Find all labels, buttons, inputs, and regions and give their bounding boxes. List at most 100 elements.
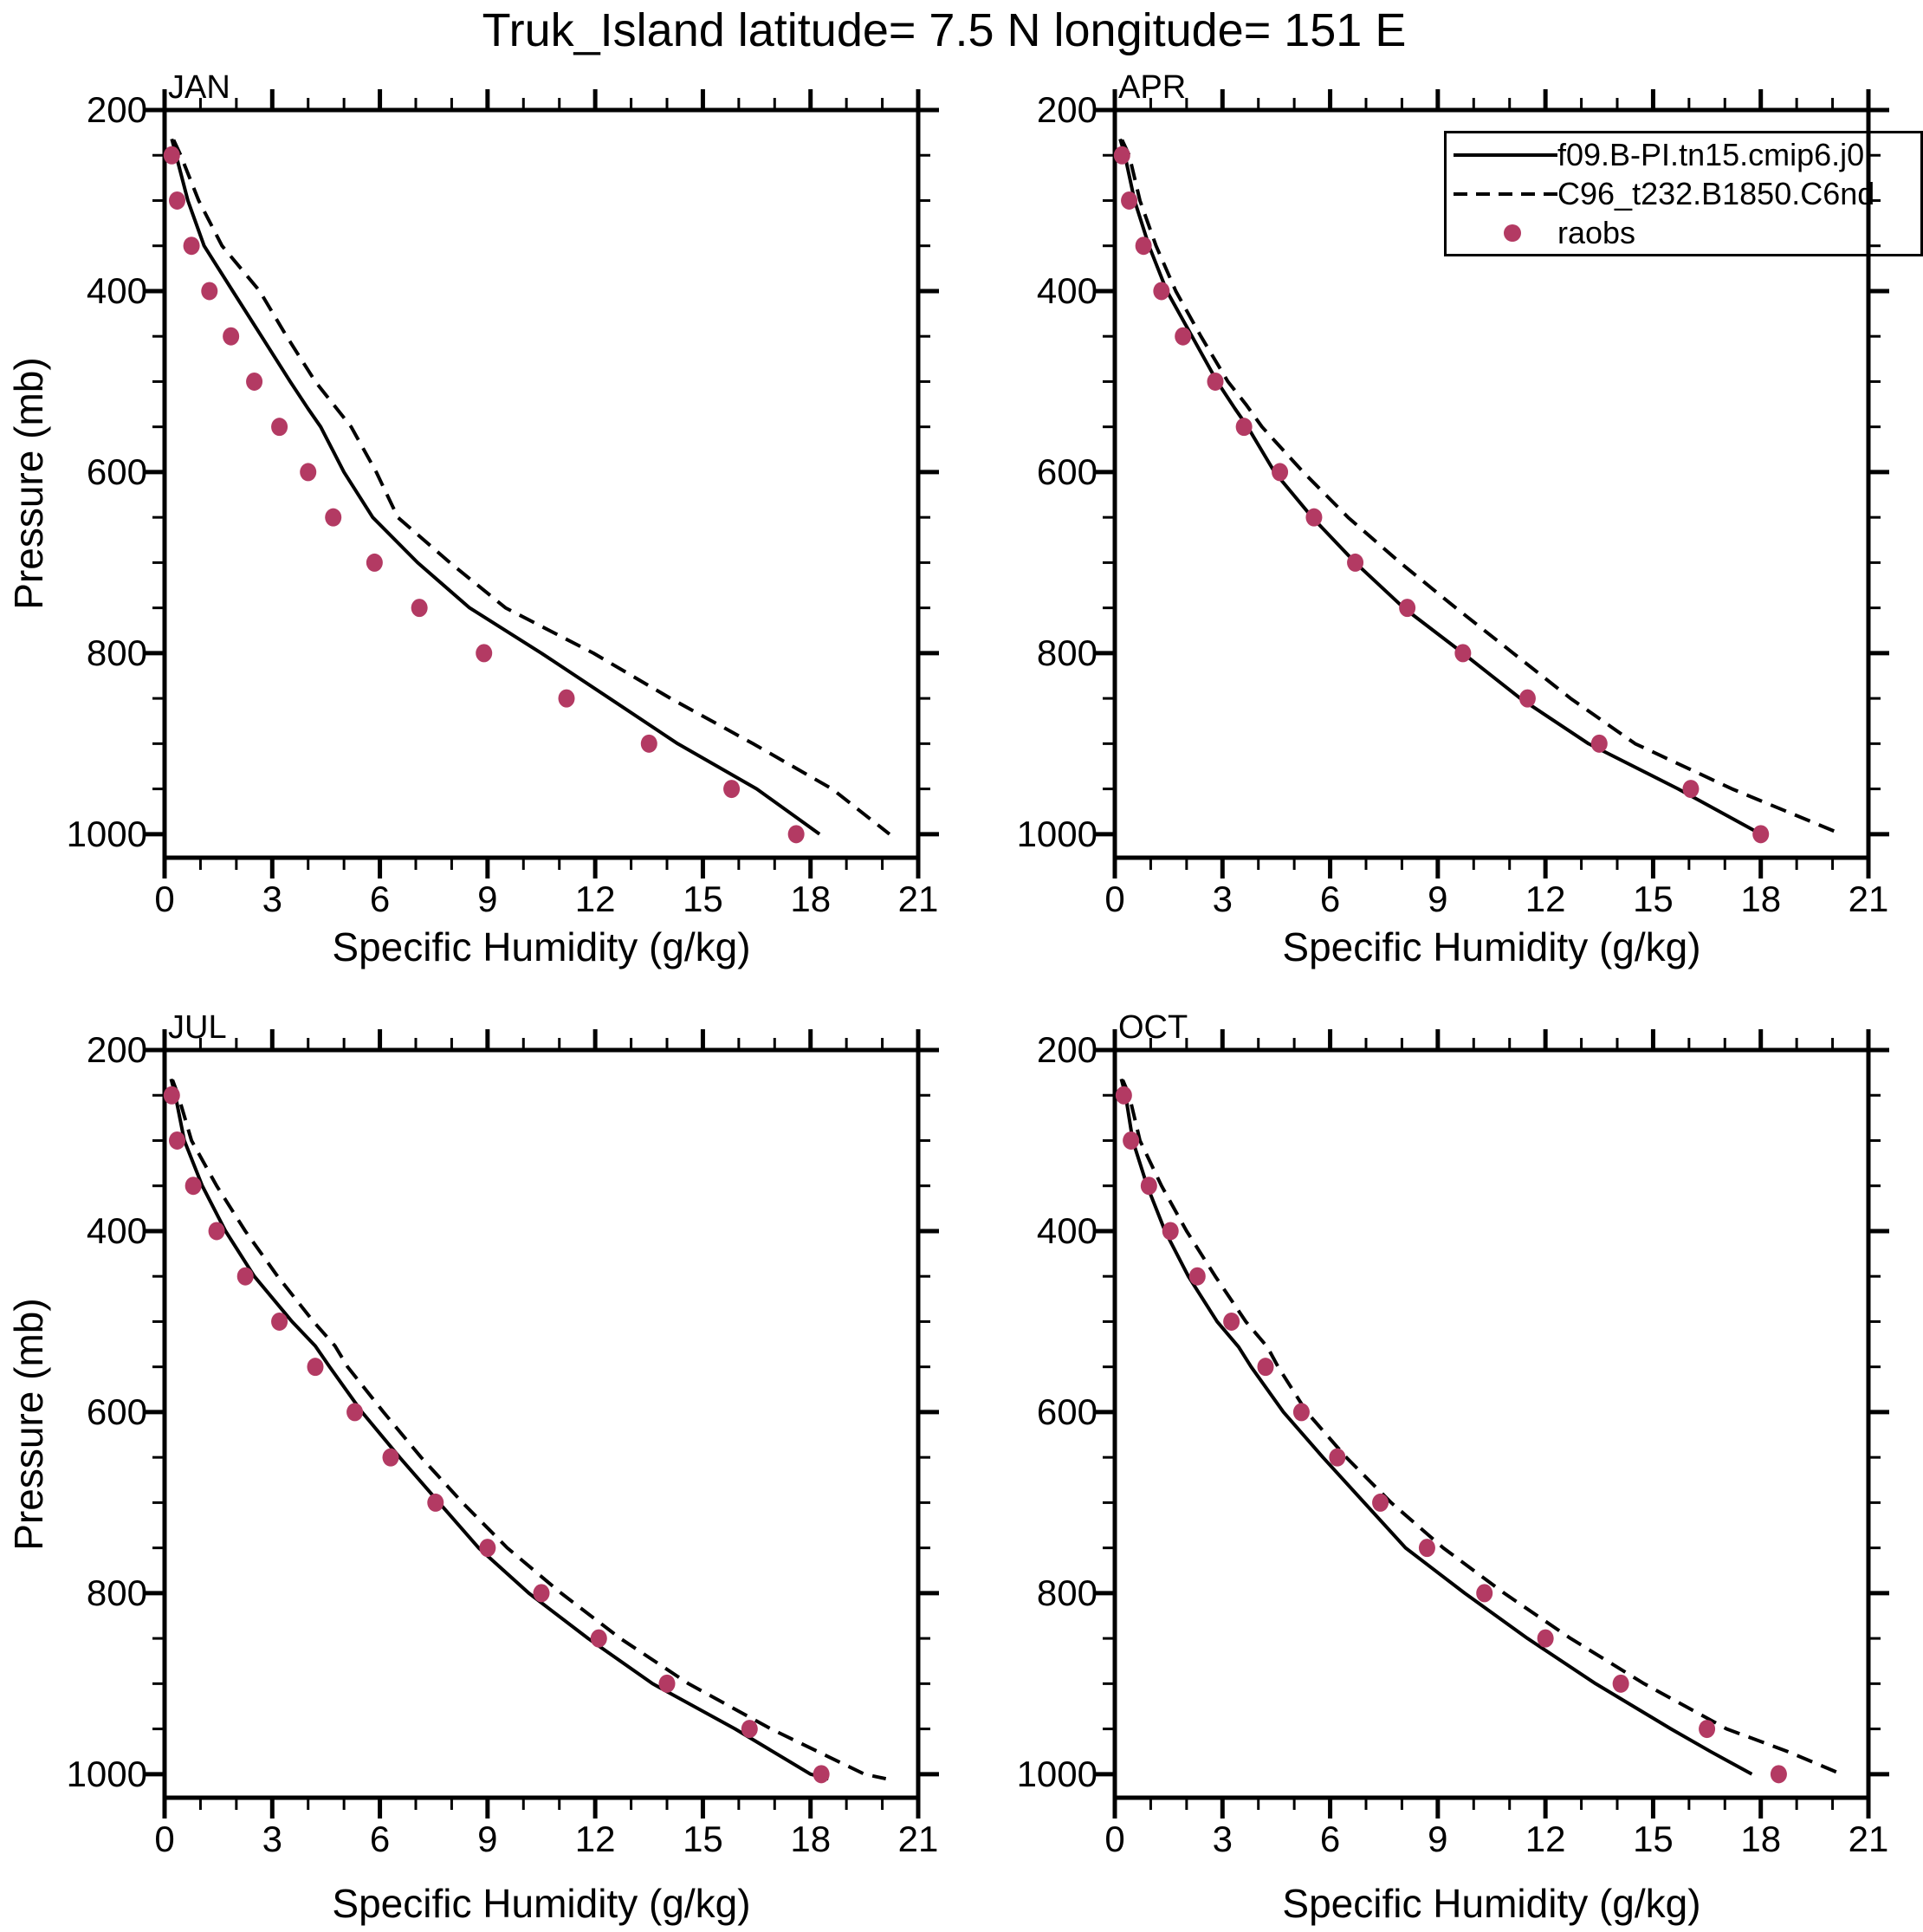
x-tick-label: 12	[575, 1819, 616, 1859]
x-tick-label: 18	[790, 1819, 831, 1859]
y-tick-label: 1000	[1017, 814, 1097, 854]
y-axis-title-bottom-row: Pressure (mb)	[6, 1298, 51, 1551]
x-tick-label: 18	[1740, 878, 1781, 919]
raobs-dot	[1372, 1493, 1389, 1512]
x-tick-label: 9	[1428, 1819, 1447, 1859]
raobs-dot	[1305, 508, 1323, 527]
raobs-dot	[1770, 1765, 1787, 1784]
apr-raobs-dots	[1113, 146, 1770, 844]
raobs-dot	[1699, 1720, 1716, 1739]
x-tick-label: 3	[1213, 878, 1233, 919]
raobs-dot	[183, 237, 200, 256]
raobs-dot	[1115, 1086, 1132, 1105]
raobs-dot	[366, 553, 383, 572]
raobs-dot	[640, 734, 657, 753]
x-tick-label: 21	[898, 878, 939, 919]
panel-title-oct: OCT	[1118, 1009, 1188, 1046]
plot-frame	[162, 1047, 921, 1800]
x-tick-label: 0	[1104, 878, 1124, 919]
plot-frame	[162, 107, 921, 860]
raobs-dot	[1612, 1674, 1629, 1693]
dashed-line-sample-icon	[1454, 191, 1557, 196]
plot-frame	[1112, 1047, 1871, 1800]
raobs-dot	[169, 191, 185, 210]
x-tick-label: 0	[154, 1819, 174, 1859]
x-tick-label: 18	[1740, 1819, 1781, 1859]
raobs-dot	[1223, 1312, 1240, 1331]
solid-line-sample-icon	[1454, 152, 1557, 157]
raobs-dot	[1175, 327, 1192, 346]
raobs-dot	[533, 1584, 550, 1603]
x-tick-label: 15	[683, 878, 723, 919]
raobs-dot	[223, 327, 240, 346]
x-axis-title-apr: Specific Humidity (g/kg)	[1282, 924, 1701, 969]
raobs-dot	[185, 1177, 202, 1196]
raobs-dot	[169, 1131, 185, 1150]
raobs-dot	[723, 780, 741, 799]
figure-title: Truk_Island latitude= 7.5 N longitude= 1…	[482, 4, 1407, 56]
raobs-dot	[427, 1493, 444, 1512]
x-tick-label: 15	[1633, 878, 1674, 919]
x-tick-label: 9	[477, 1819, 497, 1859]
y-tick-label: 1000	[1017, 1754, 1097, 1794]
panel-oct: 0 3 6 9 12 15 18 21 200 400 600 800 1000 OCT	[1017, 1009, 1889, 1859]
legend-entry-solid: f09.B-PI.tn15.cmip6.j0	[1454, 136, 1920, 174]
raobs-dot	[813, 1765, 830, 1784]
y-ticks	[1094, 1047, 1889, 1777]
y-tick-label: 800	[87, 632, 147, 673]
x-tick-label: 6	[1320, 878, 1340, 919]
plot-frame	[1112, 107, 1871, 860]
y-ticks	[144, 1047, 939, 1777]
y-tick-label: 400	[87, 270, 147, 311]
raobs-dot	[1207, 372, 1224, 391]
panel-jul: 0 3 6 9 12 15 18 21 200 400 600 800 1000 JUL	[67, 1009, 939, 1859]
raobs-dot	[590, 1629, 607, 1648]
jan-solid-line	[170, 138, 821, 836]
x-ticks	[162, 1029, 921, 1819]
raobs-dot	[1257, 1358, 1274, 1377]
x-tick-label: 9	[1428, 878, 1447, 919]
x-tick-label: 6	[1320, 1819, 1340, 1859]
y-tick-label: 600	[87, 1391, 147, 1432]
raobs-dot	[1135, 237, 1152, 256]
raobs-dot	[208, 1222, 225, 1241]
apr-dashed-line	[1120, 139, 1842, 836]
y-tick-label: 600	[1037, 1391, 1097, 1432]
jul-dashed-line	[171, 1079, 887, 1781]
y-tick-label: 1000	[67, 814, 147, 854]
y-tick-label: 400	[1037, 1210, 1097, 1251]
oct-raobs-dots	[1115, 1086, 1787, 1784]
raobs-dot	[163, 1086, 180, 1105]
raobs-dot	[236, 1267, 254, 1286]
x-axis-title-jul: Specific Humidity (g/kg)	[332, 1881, 751, 1926]
raobs-dot	[479, 1539, 496, 1558]
raobs-dot	[1537, 1629, 1554, 1648]
y-tick-label: 600	[1037, 451, 1097, 492]
oct-solid-line	[1119, 1078, 1753, 1776]
raobs-dot	[1399, 599, 1416, 618]
raobs-dot	[1752, 825, 1770, 844]
x-ticks	[162, 89, 921, 878]
panel-title-jan: JAN	[168, 69, 230, 106]
x-tick-label: 9	[477, 878, 497, 919]
panel-apr: 0 3 6 9 12 15 18 21 200 400 600 800 1000 APR	[1017, 69, 1889, 919]
legend-entry-dashed: C96_t232.B1850.C6nd	[1454, 175, 1920, 213]
raobs-dot	[1140, 1177, 1157, 1196]
panel-title-apr: APR	[1118, 69, 1186, 106]
raobs-dot	[271, 418, 288, 437]
raobs-dot	[300, 463, 317, 482]
raobs-dot	[1329, 1448, 1346, 1467]
x-tick-label: 12	[575, 878, 616, 919]
x-tick-label: 0	[1104, 1819, 1124, 1859]
raobs-dot	[346, 1403, 364, 1422]
panel-title-jul: JUL	[168, 1009, 227, 1046]
raobs-dot	[1454, 644, 1472, 663]
raobs-dot	[1682, 780, 1700, 799]
raobs-dot	[558, 689, 575, 708]
raobs-dot-sample-icon	[1504, 224, 1521, 242]
x-ticks	[1112, 1029, 1871, 1819]
raobs-dot	[1162, 1222, 1179, 1241]
raobs-dot	[271, 1312, 288, 1331]
x-tick-label: 15	[683, 1819, 723, 1859]
